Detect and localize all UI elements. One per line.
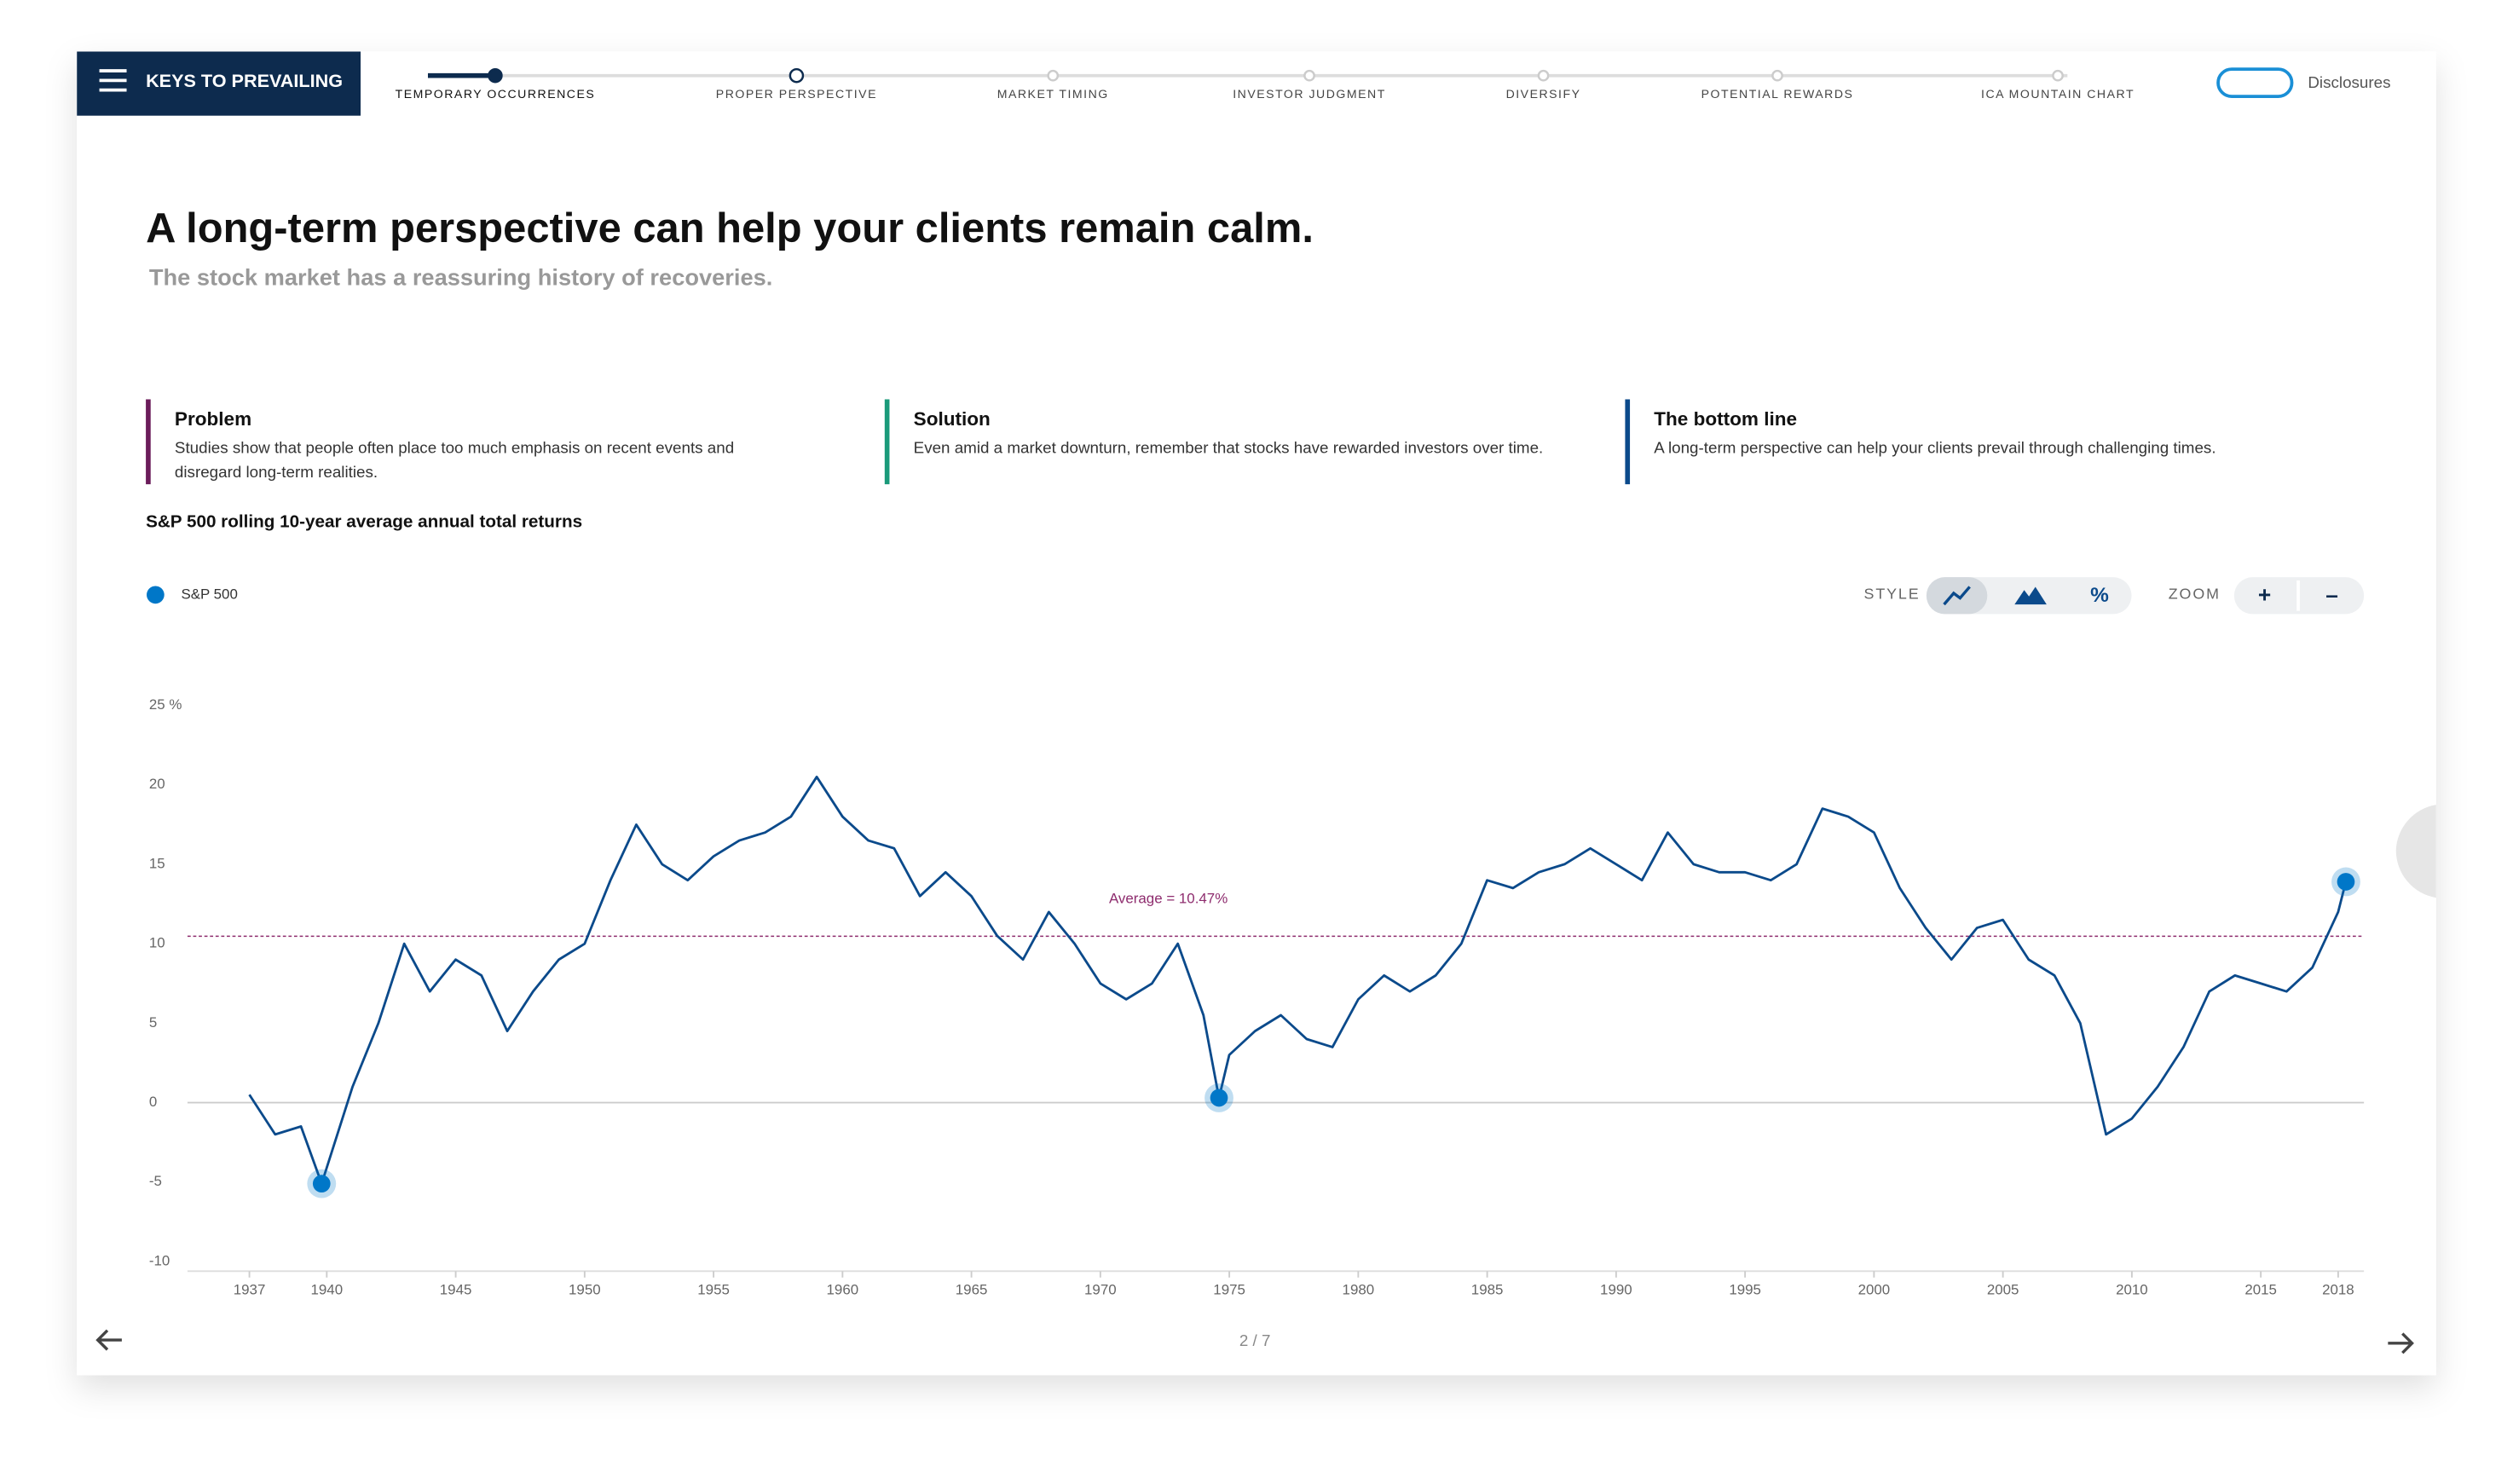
card-title: Problem: [175, 408, 251, 430]
area-icon[interactable]: [2014, 586, 2047, 605]
x-tick-label: 2010: [2116, 1281, 2148, 1297]
legend-marker: [147, 586, 165, 604]
x-tick-label: 1945: [440, 1281, 472, 1297]
card-title: The bottom line: [1654, 408, 1797, 430]
zoom-out-button[interactable]: –: [2325, 582, 2338, 608]
zoom-label: ZOOM: [2169, 586, 2221, 603]
x-tick-label: 1995: [1729, 1281, 1761, 1297]
x-tick-label: 1970: [1084, 1281, 1117, 1297]
menu-title: KEYS TO PREVAILING: [146, 70, 343, 91]
style-label: STYLE: [1864, 586, 1921, 603]
card-text: Even amid a market downturn, remember th…: [914, 439, 1544, 457]
highlight-point[interactable]: [312, 1175, 331, 1192]
average-label: Average = 10.47%: [1109, 891, 1228, 907]
step-dot[interactable]: [1771, 69, 1783, 82]
y-tick-label: 0: [149, 1094, 157, 1110]
step-dot[interactable]: [1047, 69, 1060, 82]
x-tick-label: 1985: [1471, 1281, 1504, 1297]
chart-title: S&P 500 rolling 10-year average annual t…: [146, 512, 582, 532]
step-dot[interactable]: [2052, 69, 2064, 82]
page-subtitle: The stock market has a reassuring histor…: [149, 264, 773, 291]
x-tick-label: 1965: [956, 1281, 988, 1297]
y-tick-label: 5: [149, 1014, 157, 1031]
x-tick-label: 1990: [1600, 1281, 1632, 1297]
y-tick-label: -5: [149, 1173, 162, 1189]
y-tick-label: 15: [149, 855, 165, 871]
card-accent: [884, 399, 890, 485]
x-tick-label: 1960: [827, 1281, 859, 1297]
card-accent: [146, 399, 151, 485]
step-label[interactable]: MARKET TIMING: [997, 87, 1109, 101]
card-accent: [1625, 399, 1631, 485]
x-tick-label: 2018: [2322, 1281, 2354, 1297]
y-tick-label: -10: [149, 1252, 170, 1268]
step-dot[interactable]: [488, 67, 503, 84]
step-label[interactable]: TEMPORARY OCCURRENCES: [396, 87, 596, 101]
step-label[interactable]: INVESTOR JUDGMENT: [1233, 87, 1386, 101]
step-dot[interactable]: [789, 67, 805, 84]
next-arrow[interactable]: [2388, 1332, 2414, 1354]
y-tick-label: 10: [149, 935, 165, 951]
series-line: [248, 776, 2348, 1186]
x-tick-label: 1950: [569, 1281, 601, 1297]
card-text: Studies show that people often place too…: [175, 439, 734, 457]
card-title: Solution: [914, 408, 991, 430]
y-tick-label: 25 %: [149, 696, 182, 713]
side-tab[interactable]: [2395, 805, 2436, 898]
menu-button[interactable]: [77, 51, 361, 116]
highlight-point[interactable]: [1210, 1088, 1228, 1107]
line-icon: [1943, 586, 1971, 606]
menu-icon: [99, 69, 127, 92]
step-label[interactable]: POTENTIAL REWARDS: [1701, 87, 1854, 101]
card: [77, 51, 2436, 1376]
step-label[interactable]: ICA MOUNTAIN CHART: [1981, 87, 2135, 101]
disclosures-toggle[interactable]: [2216, 67, 2294, 99]
x-tick-label: 1937: [234, 1281, 266, 1297]
card-text: disregard long-term realities.: [175, 463, 378, 481]
percent-button[interactable]: %: [2090, 584, 2109, 607]
step-dot[interactable]: [1303, 69, 1315, 82]
card-text: A long-term perspective can help your cl…: [1654, 439, 2215, 457]
x-tick-label: 2000: [1858, 1281, 1891, 1297]
step-label[interactable]: PROPER PERSPECTIVE: [716, 87, 877, 101]
x-tick-label: 1975: [1213, 1281, 1245, 1297]
y-tick-label: 20: [149, 776, 165, 792]
step-dot[interactable]: [1537, 69, 1550, 82]
prev-arrow[interactable]: [95, 1329, 122, 1351]
x-tick-label: 1940: [311, 1281, 344, 1297]
x-tick-label: 1955: [697, 1281, 730, 1297]
page-title: A long-term perspective can help your cl…: [146, 205, 1314, 251]
disclosures-link[interactable]: Disclosures: [2308, 73, 2390, 91]
x-tick-label: 2005: [1987, 1281, 2019, 1297]
x-tick-label: 2015: [2244, 1281, 2277, 1297]
legend-label: S&P 500: [181, 586, 237, 602]
x-tick-label: 1980: [1343, 1281, 1375, 1297]
zoom-in-button[interactable]: +: [2258, 582, 2271, 608]
step-label[interactable]: DIVERSIFY: [1506, 87, 1581, 101]
highlight-point[interactable]: [2337, 873, 2355, 891]
pagination: 2 / 7: [1239, 1331, 1271, 1349]
